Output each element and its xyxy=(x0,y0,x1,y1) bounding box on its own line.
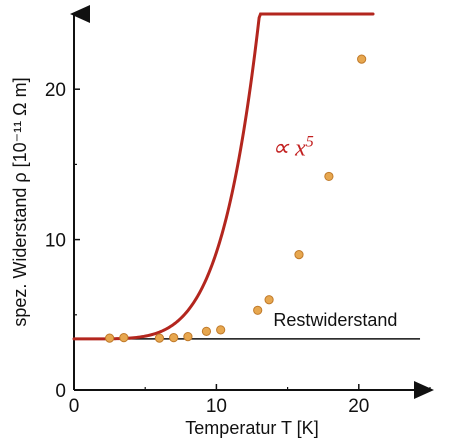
data-point xyxy=(216,325,226,335)
data-point xyxy=(294,250,304,260)
data-points xyxy=(105,54,367,343)
y-ticks: 0 10 20 xyxy=(45,13,80,402)
data-point xyxy=(201,326,212,336)
residual-label: Restwiderstand xyxy=(273,310,397,330)
y-tick-label: 20 xyxy=(45,80,66,101)
y-axis-title: spez. Widerstand ρ [10⁻¹¹ Ω m] xyxy=(10,77,30,326)
y-tick-label: 10 xyxy=(45,231,66,252)
x-tick-label: 0 xyxy=(69,396,80,417)
data-point xyxy=(169,333,179,343)
data-point xyxy=(183,332,193,342)
data-point xyxy=(119,333,129,343)
data-point xyxy=(357,54,367,64)
data-point xyxy=(264,295,274,305)
y-tick-label: 0 xyxy=(55,381,66,402)
data-point xyxy=(253,305,263,315)
fit-label-base: ∝ x xyxy=(272,135,306,161)
x-tick-label: 10 xyxy=(206,396,227,417)
x-axis-title: Temperatur T [K] xyxy=(185,418,318,438)
data-point xyxy=(324,171,334,182)
fit-label-exponent: 5 xyxy=(306,133,314,150)
data-point xyxy=(105,333,115,343)
data-point xyxy=(154,333,165,343)
fit-label: ∝ x5 xyxy=(272,133,314,161)
x-ticks: 0 10 20 xyxy=(69,384,431,417)
x-tick-label: 20 xyxy=(348,396,369,417)
